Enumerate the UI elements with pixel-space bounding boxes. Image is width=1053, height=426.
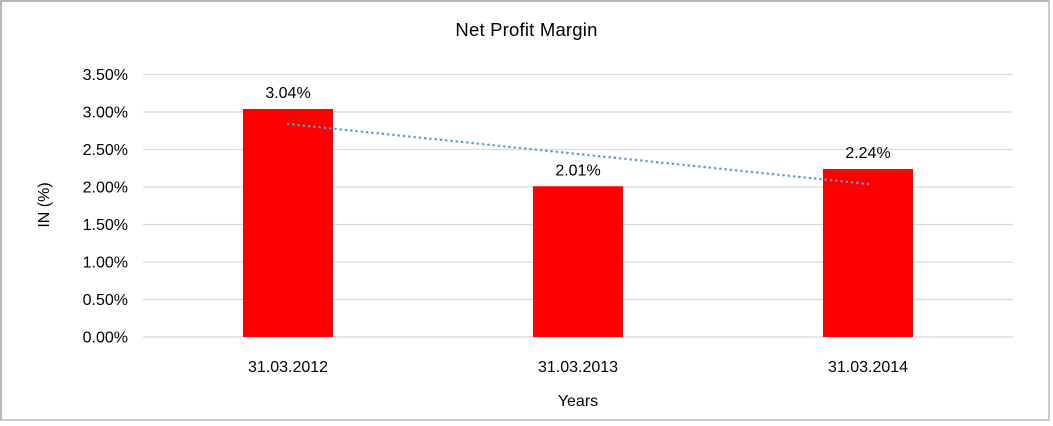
y-tick-label: 3.50% <box>83 67 128 84</box>
x-category-label: 31.03.2013 <box>538 359 618 376</box>
bar-31.03.2014 <box>823 169 913 337</box>
y-tick-label: 0.50% <box>83 292 128 309</box>
chart-title: Net Profit Margin <box>455 19 598 40</box>
y-tick-label: 2.50% <box>83 142 128 159</box>
y-tick-label: 2.00% <box>83 180 128 197</box>
trendline <box>286 122 870 186</box>
y-tick-label: 1.00% <box>83 255 128 272</box>
y-tick-label: 1.50% <box>83 217 128 234</box>
bar-data-label: 2.24% <box>845 145 890 162</box>
y-tick-label: 0.00% <box>83 330 128 347</box>
x-category-label: 31.03.2012 <box>248 359 328 376</box>
y-tick-label: 3.00% <box>83 105 128 122</box>
x-category-label: 31.03.2014 <box>828 359 908 376</box>
x-axis-title: Years <box>557 393 599 410</box>
bar-data-label: 3.04% <box>265 85 310 102</box>
bar-31.03.2013 <box>533 186 623 337</box>
bar-31.03.2012 <box>243 109 333 337</box>
bar-data-label: 2.01% <box>555 162 600 179</box>
